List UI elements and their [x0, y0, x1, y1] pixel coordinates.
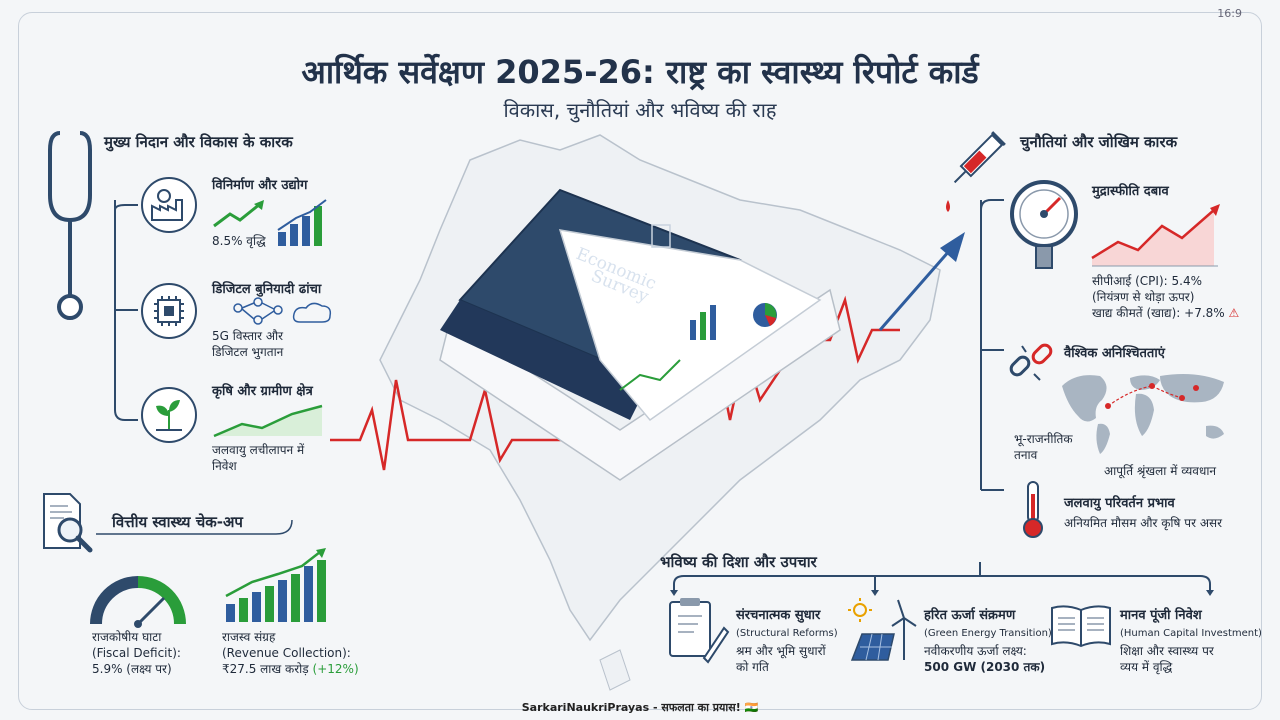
- agriculture-title: कृषि और ग्रामीण क्षेत्र: [212, 384, 313, 399]
- trend-arrow-line: [878, 249, 952, 331]
- world-map-icon: [1062, 374, 1224, 454]
- page-title: आर्थिक सर्वेक्षण 2025-26: राष्ट्र का स्व…: [301, 53, 979, 91]
- manufacturing-title: विनिर्माण और उद्योग: [212, 178, 308, 193]
- syringe-icon: [946, 131, 1006, 212]
- deficit-label-1: राजकोषीय घाटा: [92, 630, 162, 644]
- solar-wind-icon: [848, 598, 917, 661]
- plant-icon: [141, 387, 197, 443]
- factory-gear-icon: [141, 177, 197, 233]
- revenue-value-row: ₹27.5 लाख करोड़ (+12%): [222, 662, 359, 677]
- trend-arrow-head: [940, 232, 965, 262]
- right-branch-lines: [980, 199, 1004, 491]
- cpi-note: (नियंत्रण से थोड़ा ऊपर): [1092, 290, 1195, 304]
- cpi-text: सीपीआई (CPI): 5.4%: [1092, 274, 1202, 288]
- human-capital-text-2: व्यय में वृद्धि: [1120, 660, 1173, 674]
- food-price-text: खाद्य कीमतें (खाद्य): +7.8%: [1092, 306, 1225, 320]
- supply-chain-label: आपूर्ति श्रृंखला में व्यवधान: [1104, 464, 1217, 478]
- fiscal-heading-underline: [96, 519, 293, 535]
- revenue-label-1: राजस्व संग्रह: [222, 630, 276, 644]
- human-capital-en: (Human Capital Investment): [1120, 628, 1262, 639]
- deficit-label-2: (Fiscal Deficit):: [92, 646, 181, 660]
- digital-text-2: डिजिटल भुगतान: [212, 345, 284, 359]
- pressure-gauge-icon: [1010, 180, 1078, 269]
- reforms-en: (Structural Reforms): [736, 628, 838, 639]
- digital-title: डिजिटल बुनियादी ढांचा: [212, 282, 322, 297]
- digital-text-1: 5G विस्तार और: [212, 329, 284, 343]
- revenue-growth: (+12%): [312, 662, 359, 676]
- bar-growth-icon: [277, 199, 327, 246]
- agri-growth-chart: [213, 404, 323, 438]
- stethoscope-icon: [48, 131, 92, 320]
- chip-icon: [141, 283, 197, 339]
- manufacturing-text: 8.5% वृद्धि: [212, 234, 266, 248]
- inflation-line-chart: [1091, 204, 1220, 267]
- risk-heading: चुनौतियां और जोखिम कारक: [1020, 133, 1178, 151]
- geopolitical-label-2: तनाव: [1014, 448, 1038, 462]
- growth-arrow-icon: [213, 200, 264, 228]
- revenue-bar-chart: [225, 548, 326, 622]
- human-capital-title: मानव पूंजी निवेश: [1120, 608, 1202, 623]
- branch-lines: [114, 200, 138, 421]
- broken-chain-icon: [1009, 343, 1053, 381]
- aspect-ratio-label: 16:9: [1217, 7, 1242, 20]
- page-subtitle: विकास, चुनौतियां और भविष्य की राह: [503, 98, 777, 122]
- green-energy-text-2: 500 GW (2030 तक): [924, 660, 1046, 674]
- outer-frame: [18, 12, 1262, 710]
- global-title: वैश्विक अनिश्चितताएं: [1064, 346, 1165, 361]
- reforms-text-2: को गति: [736, 660, 769, 674]
- green-energy-title: हरित ऊर्जा संक्रमण: [924, 608, 1016, 623]
- climate-text: अनियमित मौसम और कृषि पर असर: [1064, 516, 1223, 530]
- warning-icon: ⚠: [1228, 306, 1240, 320]
- footer-credit: SarkariNaukriPrayas - सफलता का प्रयास! 🇮…: [521, 701, 759, 714]
- network-cloud-icon: [233, 297, 332, 325]
- diagnosis-heading: मुख्य निदान और विकास के कारक: [104, 133, 293, 151]
- document-magnifier-icon: [43, 493, 93, 553]
- fiscal-heading: वित्तीय स्वास्थ्य चेक-अप: [112, 513, 243, 531]
- reforms-text-1: श्रम और भूमि सुधारों: [736, 644, 826, 658]
- thermometer-icon: [1023, 481, 1043, 538]
- agriculture-text-1: जलवायु लचीलापन में: [212, 443, 305, 457]
- clipboard-icon: [669, 598, 730, 664]
- inflation-title: मुद्रास्फीति दबाव: [1092, 184, 1169, 199]
- deficit-gauge: [90, 576, 186, 628]
- geopolitical-label-1: भू-राजनीतिक: [1014, 432, 1073, 446]
- deficit-value: 5.9% (लक्ष्य पर): [92, 662, 172, 676]
- agriculture-text-2: निवेश: [212, 459, 237, 473]
- human-capital-text-1: शिक्षा और स्वास्थ्य पर: [1120, 644, 1214, 658]
- future-connectors: [670, 562, 1214, 596]
- reforms-title: संरचनात्मक सुधार: [736, 608, 821, 623]
- revenue-label-2: (Revenue Collection):: [222, 646, 351, 660]
- open-book-icon: [1051, 605, 1111, 648]
- green-energy-text-1: नवीकरणीय ऊर्जा लक्ष्य:: [924, 644, 1027, 658]
- future-heading: भविष्य की दिशा और उपचार: [660, 553, 817, 571]
- food-price-row: खाद्य कीमतें (खाद्य): +7.8% ⚠: [1092, 306, 1239, 321]
- book-spine: [440, 300, 650, 420]
- climate-title: जलवायु परिवर्तन प्रभाव: [1064, 496, 1175, 511]
- heartbeat-line: [330, 379, 610, 471]
- revenue-value: ₹27.5 लाख करोड़: [222, 662, 309, 676]
- green-energy-en: (Green Energy Transition): [924, 628, 1052, 639]
